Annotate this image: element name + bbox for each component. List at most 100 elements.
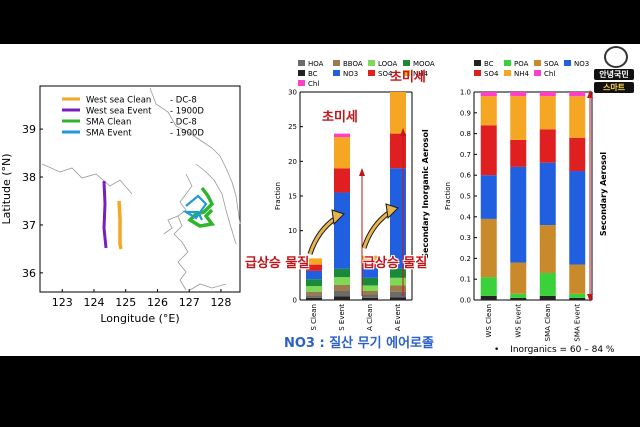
- track-west-sea-clean: [117, 200, 123, 250]
- y-tick-label: 0: [293, 297, 297, 305]
- no3-caption: NO3 : 질산 무기 에어로졸: [284, 336, 434, 351]
- bar-segment-no3: [569, 171, 586, 265]
- map-axes: 123 124 125 126 127 128 36 37 38 39 Longitude (°E)…: [0, 123, 231, 325]
- bar-segment-looa: [362, 285, 378, 291]
- secondary-aerosol-label: Secondary Aerosol: [599, 152, 608, 237]
- curved-arrow-head-icon: [331, 209, 345, 226]
- bar-segment-bboa: [334, 284, 350, 291]
- curved-arrow-head-icon: [385, 203, 399, 220]
- bar-segment-mooa: [306, 279, 322, 287]
- category-label: WS Event: [514, 304, 522, 338]
- legend-swatch-mooa: [403, 60, 410, 66]
- y-tick-label: 5: [293, 262, 297, 270]
- map-ytick-label: 39: [22, 123, 36, 136]
- y-tick-label: 10: [288, 227, 297, 235]
- bar-segment-nh4: [362, 255, 378, 262]
- bar-segment-nh4: [480, 96, 497, 126]
- bar-segment-so4: [334, 168, 350, 193]
- bar-segment-no3: [362, 267, 378, 278]
- legend-label-bc: BC: [484, 60, 494, 68]
- map-ytick-label: 37: [22, 219, 36, 232]
- bar-segment-nh4: [510, 96, 527, 140]
- legend-swatch-so4: [368, 70, 375, 76]
- bar-segment-mooa: [334, 268, 350, 278]
- map-xtick-label: 123: [52, 296, 73, 309]
- legend-label-so4: SO4: [378, 70, 393, 78]
- coastline: [41, 87, 241, 291]
- legend-label-looa: LOOA: [378, 60, 398, 68]
- legend-swatch-soa: [534, 60, 541, 66]
- map-ytick-label: 36: [22, 267, 36, 280]
- legend-swatch-looa: [368, 60, 375, 66]
- bar-segment-poa: [510, 293, 527, 298]
- y-tick-label: 20: [288, 158, 297, 166]
- bar-segment-nh4: [334, 137, 350, 169]
- legend-swatch-nh4: [504, 70, 511, 76]
- bar-segment-bc: [510, 297, 527, 300]
- bar-segment-so4: [306, 264, 322, 271]
- arrowhead-down-icon: [587, 294, 593, 302]
- arrowhead-up-icon: [587, 90, 593, 98]
- bar-segment-no3: [510, 166, 527, 263]
- legend-label-mooa: MOOA: [413, 60, 435, 68]
- legend-label-bc: BC: [308, 70, 318, 78]
- y-tick-label: 0.6: [460, 172, 472, 180]
- legend-swatch-no3: [333, 70, 340, 76]
- bar-segment-hoa: [334, 290, 350, 297]
- y-axis-label: Fraction: [274, 182, 282, 210]
- bar-segment-nh4: [306, 258, 322, 265]
- surge-arrow-right: [361, 209, 392, 249]
- bar-segment-hoa: [306, 295, 322, 298]
- y-tick-label: 0.5: [460, 193, 471, 201]
- bar-segment-looa: [390, 277, 406, 286]
- map-legend-suffix: - 1900D: [170, 129, 204, 139]
- bar-segment-soa: [569, 264, 586, 294]
- bar-segment-soa: [480, 218, 497, 278]
- channel-logo: 안녕국민 스마트: [594, 46, 634, 108]
- bar-segment-hoa: [362, 294, 378, 298]
- map-xlabel: Longitude (°E): [100, 312, 179, 325]
- bar-segment-bboa: [390, 285, 406, 292]
- legend-label-hoa: HOA: [308, 60, 324, 68]
- bar-segment-bc: [334, 296, 350, 300]
- track-west-sea-event: [102, 180, 108, 249]
- surge-label-left: 급상승 물질: [245, 256, 310, 271]
- map-ytick-label: 38: [22, 171, 36, 184]
- bar-segment-soa: [539, 225, 556, 273]
- y-tick-label: 1.0: [460, 89, 471, 97]
- inorganics-note: • Inorganics = 60 – 84 %: [494, 345, 614, 355]
- logo-face-icon: [604, 46, 628, 68]
- secondary-inorganic-label: Secondary Inorganic Aerosol: [421, 129, 430, 259]
- category-label: A Event: [394, 304, 402, 331]
- category-label: A Clean: [366, 304, 374, 331]
- bar-segment-no3: [334, 192, 350, 269]
- category-label: WS Clean: [485, 304, 493, 337]
- legend-label-so4: SO4: [484, 70, 499, 78]
- category-label: S Clean: [310, 304, 318, 331]
- bar-segment-nh4: [539, 96, 556, 130]
- legend-label-no3: NO3: [574, 60, 589, 68]
- legend-swatch-bboa: [333, 60, 340, 66]
- legend-label-nh4: NH4: [514, 70, 530, 78]
- bullet: •: [494, 345, 500, 355]
- legend-label-chl: Chl: [308, 80, 319, 88]
- legend-label-soa: SOA: [544, 60, 559, 68]
- map-xtick-label: 128: [210, 296, 231, 309]
- y-tick-label: 0.4: [460, 213, 472, 221]
- bar-segment-no3: [539, 162, 556, 226]
- bar-segment-so4: [539, 129, 556, 163]
- slide: 123 124 125 126 127 128 36 37 38 39 Longitude (°E)…: [0, 44, 640, 356]
- map-frame: [39, 85, 241, 293]
- arrowhead-up-icon: [359, 168, 365, 176]
- bar-segment-bc: [362, 297, 378, 300]
- bar-segment-so4: [362, 261, 378, 268]
- bar-segment-so4: [390, 133, 406, 169]
- legend-swatch-chl: [534, 70, 541, 76]
- bar-segment-looa: [334, 277, 350, 285]
- map-legend-label: SMA Clean: [86, 118, 131, 128]
- bar-segment-soa: [510, 262, 527, 294]
- bar-segment-chl: [569, 92, 586, 97]
- bar-segment-poa: [539, 272, 556, 296]
- legend-swatch-so4: [474, 70, 481, 76]
- map-xtick-label: 124: [83, 296, 104, 309]
